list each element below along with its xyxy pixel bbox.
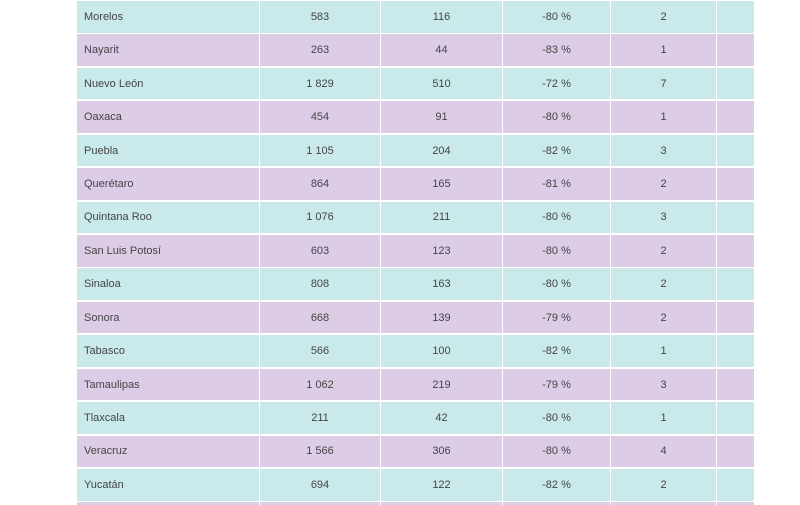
value-cell: 603 [260, 235, 380, 267]
value-cell: 510 [381, 67, 502, 100]
value-cell: 1 566 [260, 435, 380, 468]
value-cell: 2 [611, 235, 716, 267]
value-cell [717, 335, 754, 367]
value-cell: 454 [260, 101, 380, 133]
value-cell: -80 % [503, 435, 610, 468]
value-cell [717, 1, 754, 33]
value-cell: 694 [260, 469, 380, 501]
value-cell: 2 [611, 301, 716, 334]
state-cell: Puebla [77, 134, 259, 167]
value-cell: 1 [611, 335, 716, 367]
state-cell: Tabasco [77, 335, 259, 367]
value-cell [717, 34, 754, 67]
value-cell: 44 [381, 34, 502, 67]
value-cell: 583 [260, 1, 380, 33]
value-cell [717, 368, 754, 401]
value-cell: 263 [260, 34, 380, 67]
value-cell: 864 [260, 168, 380, 200]
partial-row-cell [503, 502, 610, 505]
value-cell: 566 [260, 335, 380, 367]
value-cell: -80 % [503, 402, 610, 434]
value-cell: 219 [381, 368, 502, 401]
value-cell: -80 % [503, 101, 610, 133]
value-cell: 1 076 [260, 201, 380, 234]
value-cell: 1 829 [260, 67, 380, 100]
value-cell: 1 [611, 34, 716, 67]
value-cell: 211 [381, 201, 502, 234]
state-cell: Morelos [77, 1, 259, 33]
value-cell: -81 % [503, 168, 610, 200]
state-cell: Nuevo León [77, 67, 259, 100]
partial-row-cell [717, 502, 754, 505]
value-cell: -82 % [503, 469, 610, 501]
value-cell: 1 062 [260, 368, 380, 401]
value-cell [717, 402, 754, 434]
state-cell: Tlaxcala [77, 402, 259, 434]
value-cell: 122 [381, 469, 502, 501]
value-cell: -80 % [503, 201, 610, 234]
value-cell: 306 [381, 435, 502, 468]
partial-row-cell [77, 502, 259, 505]
value-cell [717, 67, 754, 100]
state-cell: Nayarit [77, 34, 259, 67]
value-cell: 668 [260, 301, 380, 334]
value-cell: 1 105 [260, 134, 380, 167]
value-cell [717, 268, 754, 301]
value-cell: 123 [381, 235, 502, 267]
value-cell [717, 201, 754, 234]
value-cell: 139 [381, 301, 502, 334]
value-cell: -72 % [503, 67, 610, 100]
value-cell: 3 [611, 134, 716, 167]
state-cell: Sonora [77, 301, 259, 334]
value-cell: 211 [260, 402, 380, 434]
state-cell: Yucatán [77, 469, 259, 501]
value-cell: 116 [381, 1, 502, 33]
state-cell: Tamaulipas [77, 368, 259, 401]
value-cell [717, 168, 754, 200]
partial-row-cell [611, 502, 716, 505]
value-cell: -79 % [503, 301, 610, 334]
state-cell: Oaxaca [77, 101, 259, 133]
value-cell: 3 [611, 201, 716, 234]
state-cell: San Luis Potosí [77, 235, 259, 267]
value-cell [717, 235, 754, 267]
value-cell: 3 [611, 368, 716, 401]
value-cell: -79 % [503, 368, 610, 401]
value-cell: 100 [381, 335, 502, 367]
value-cell: 2 [611, 469, 716, 501]
value-cell: 163 [381, 268, 502, 301]
value-cell: 4 [611, 435, 716, 468]
value-cell: 1 [611, 101, 716, 133]
value-cell: -80 % [503, 268, 610, 301]
value-cell: 2 [611, 268, 716, 301]
value-cell: -82 % [503, 335, 610, 367]
value-cell [717, 101, 754, 133]
value-cell [717, 469, 754, 501]
state-cell: Sinaloa [77, 268, 259, 301]
value-cell: -80 % [503, 1, 610, 33]
value-cell: 1 [611, 402, 716, 434]
value-cell: 91 [381, 101, 502, 133]
value-cell: 7 [611, 67, 716, 100]
value-cell [717, 134, 754, 167]
value-cell [717, 435, 754, 468]
state-cell: Querétaro [77, 168, 259, 200]
value-cell: -82 % [503, 134, 610, 167]
value-cell: 204 [381, 134, 502, 167]
value-cell [717, 301, 754, 334]
value-cell: 42 [381, 402, 502, 434]
value-cell: -83 % [503, 34, 610, 67]
partial-row-cell [260, 502, 380, 505]
value-cell: -80 % [503, 235, 610, 267]
value-cell: 808 [260, 268, 380, 301]
partial-row-cell [381, 502, 502, 505]
state-cell: Veracruz [77, 435, 259, 468]
value-cell: 2 [611, 1, 716, 33]
value-cell: 2 [611, 168, 716, 200]
state-cell: Quintana Roo [77, 201, 259, 234]
value-cell: 165 [381, 168, 502, 200]
